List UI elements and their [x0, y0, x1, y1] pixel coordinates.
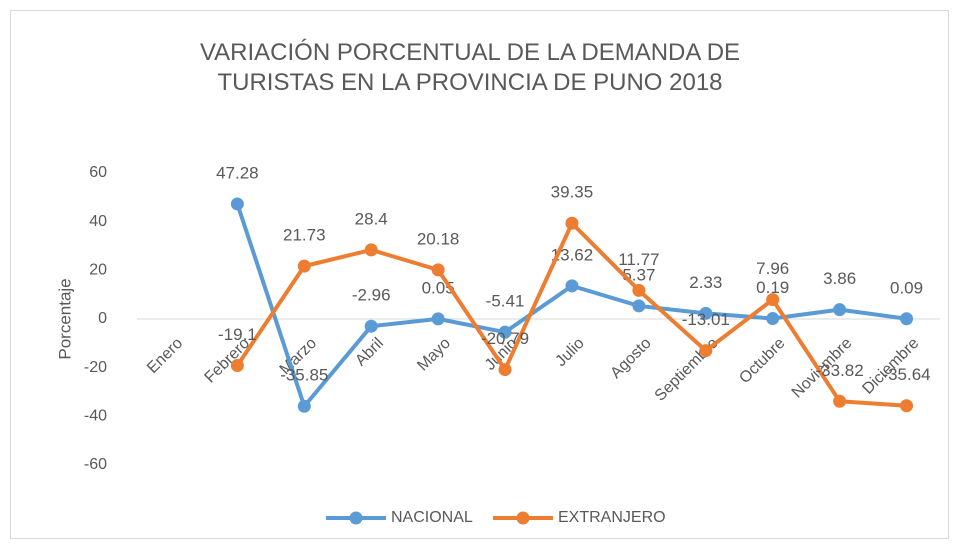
- series-marker: [833, 394, 847, 408]
- data-label: 21.73: [283, 226, 326, 245]
- data-label: -33.82: [816, 361, 864, 380]
- series-marker: [833, 303, 847, 317]
- series-marker: [632, 299, 646, 313]
- data-label: -35.85: [280, 366, 328, 385]
- data-label: 2.33: [689, 273, 722, 292]
- data-label: 0.09: [890, 278, 923, 297]
- data-label: 7.96: [756, 259, 789, 278]
- data-label: 3.86: [823, 269, 856, 288]
- series-marker: [297, 399, 311, 413]
- y-tick-label: -60: [84, 456, 107, 473]
- data-label: -13.01: [682, 310, 730, 329]
- data-label: 39.35: [551, 183, 594, 202]
- legend-label: EXTRANJERO: [558, 509, 666, 526]
- y-tick-label: 0: [98, 310, 107, 327]
- series-marker: [699, 306, 713, 320]
- chart-title: VARIACIÓN PORCENTUAL DE LA DEMANDA DE TU…: [199, 39, 741, 96]
- series-marker: [766, 312, 780, 326]
- data-label: 20.18: [417, 229, 460, 248]
- data-label: -2.96: [352, 286, 391, 305]
- y-tick-label: -20: [84, 359, 107, 376]
- data-label: 47.28: [216, 163, 259, 182]
- data-label: 11.77: [618, 250, 659, 269]
- y-axis-label: Porcentaje: [55, 278, 74, 359]
- data-label: 28.4: [355, 209, 388, 228]
- series-marker: [766, 293, 780, 307]
- series-marker: [632, 283, 646, 297]
- chart-border: [10, 10, 949, 539]
- data-label: -20.79: [481, 329, 529, 348]
- y-tick-label: 40: [89, 213, 107, 230]
- legend-marker: [516, 511, 530, 525]
- legend-marker: [349, 511, 363, 525]
- series-marker: [498, 363, 512, 377]
- data-label: -35.64: [882, 365, 930, 384]
- y-tick-label: -40: [84, 408, 107, 425]
- series-marker: [565, 216, 579, 230]
- series-marker: [900, 399, 914, 413]
- data-label: -19.1: [218, 325, 257, 344]
- series-marker: [565, 279, 579, 293]
- series-marker: [230, 358, 244, 372]
- series-marker: [431, 312, 445, 326]
- series-marker: [297, 259, 311, 273]
- series-marker: [364, 243, 378, 257]
- series-marker: [498, 325, 512, 339]
- series-marker: [364, 319, 378, 333]
- series-marker: [431, 263, 445, 277]
- legend-label: NACIONAL: [391, 509, 473, 526]
- series-marker: [699, 344, 713, 358]
- series-marker: [900, 312, 914, 326]
- data-label: 0.19: [756, 278, 789, 297]
- y-tick-label: 60: [89, 164, 107, 181]
- data-label: -5.41: [486, 292, 525, 311]
- y-tick-label: 20: [89, 262, 107, 279]
- series-marker: [230, 197, 244, 211]
